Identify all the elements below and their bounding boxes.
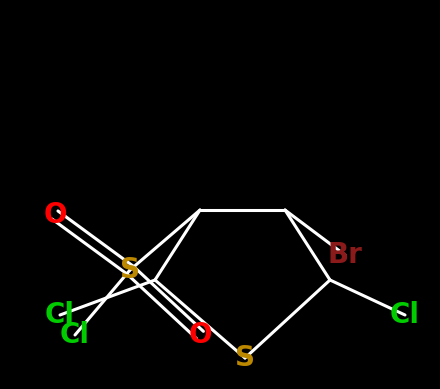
Text: S: S bbox=[120, 256, 140, 284]
Text: O: O bbox=[43, 201, 67, 229]
Text: S: S bbox=[235, 344, 255, 372]
Text: Cl: Cl bbox=[390, 301, 420, 329]
Text: Cl: Cl bbox=[45, 301, 75, 329]
Text: O: O bbox=[188, 321, 212, 349]
Text: Cl: Cl bbox=[60, 321, 90, 349]
Text: Br: Br bbox=[327, 241, 363, 269]
